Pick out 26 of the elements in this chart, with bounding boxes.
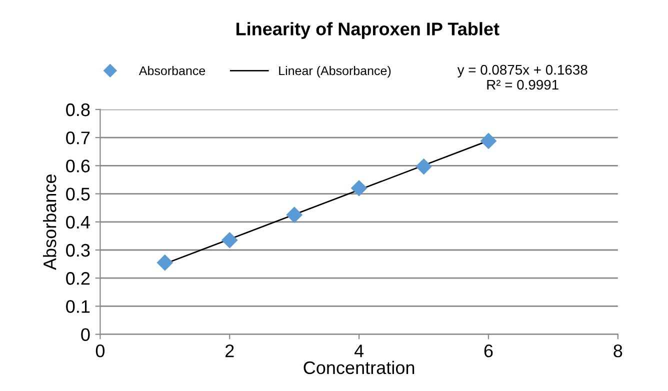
y-tick-label: 0.1 [66,300,90,313]
x-axis-title: Concentration [304,360,414,374]
y-tick-label: 0.5 [66,188,90,201]
text: y = 0.0875x + 0.1638 R² = 0.9991 [457,64,588,90]
point [480,132,497,150]
x-tick-label: 2 [226,344,234,358]
y-tick-label: 0.3 [66,244,90,257]
y-tick-label: 0.4 [66,216,90,229]
y-tick-label: 0.6 [66,160,90,172]
point [416,158,432,175]
x-tick-label: 0 [96,344,105,358]
x-tick-label: 4 [354,344,364,358]
point [350,180,368,196]
x-tick-label: 6 [484,344,493,358]
y-tick-label: 0.2 [66,272,90,285]
legend-label: Absorbance [138,66,206,76]
chart-title: Linearity of Naproxen IP Tablet [236,22,500,39]
x-tick-label: 8 [614,344,622,358]
legend-label: Linear (Absorbance) [279,66,391,78]
y-axis-title: Absorbance [42,174,56,270]
point [286,206,303,224]
point [221,232,238,248]
y-tick-label: 0.8 [66,103,90,116]
y-tick-label: 0.7 [66,132,90,144]
y-tick-label: 0 [81,328,90,342]
point [156,254,174,271]
